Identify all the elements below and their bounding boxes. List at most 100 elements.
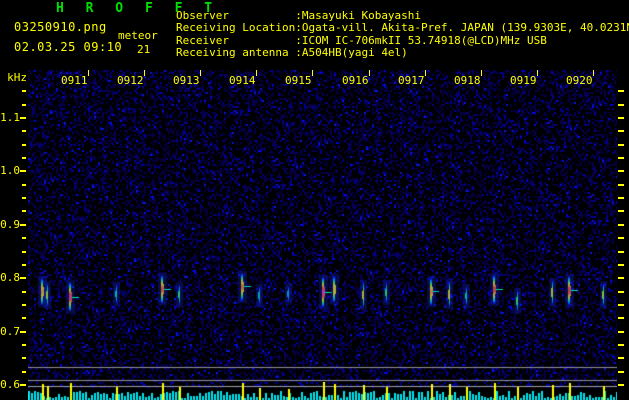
spectrogram-panel: 1.1 1.0 0.9 0.8 0.7 0.6 kHz 0911 0912 0913 0914 09… [0, 70, 629, 400]
metadata-value-location: Ogata-vill. Akita-Pref. JAPAN (139.9303E… [301, 21, 629, 35]
y-axis-tick-minor [22, 157, 26, 160]
metadata-sep-receiver: : [295, 33, 302, 47]
spectrogram-canvas [28, 70, 617, 400]
right-axis-tick [618, 183, 624, 186]
file-name-label: 03250910.png [14, 20, 107, 34]
right-axis-tick [618, 130, 624, 133]
y-axis-tick-minor [22, 197, 26, 200]
right-axis-tick [618, 343, 624, 346]
right-axis-tick [618, 117, 624, 119]
metadata-value-antenna: A504HB(yagi 4el) [301, 46, 408, 60]
metadata-key-observer: Observer [176, 9, 229, 22]
x-axis-label: 0913 [173, 74, 200, 87]
right-axis-tick [618, 210, 624, 213]
metadata-row-receiver: Receiver : ICOM IC-706mkII 53.74918(@LCD… [176, 33, 629, 47]
right-axis-tick [618, 157, 624, 160]
x-axis-label: 0919 [510, 74, 537, 87]
header-panel: H R O F F T 03250910.png 02.03.25 09:10 … [0, 0, 629, 70]
y-axis-tick-minor [22, 303, 26, 306]
y-axis-tick-minor [22, 370, 26, 373]
x-axis-tick [537, 70, 538, 76]
right-axis-tick [618, 197, 624, 200]
x-axis-label: 0916 [342, 74, 369, 87]
meteor-count-label: meteor [118, 29, 158, 42]
x-axis-label: 0914 [229, 74, 256, 87]
y-axis-tick-major [20, 117, 26, 119]
y-axis-tick-minor [22, 143, 26, 146]
x-axis-label: 0918 [454, 74, 481, 87]
y-axis-tick-major [20, 384, 26, 386]
right-axis-tick [618, 290, 624, 293]
x-axis-tick [312, 70, 313, 76]
x-axis-tick [425, 70, 426, 76]
x-axis-tick [256, 70, 257, 76]
y-axis-tick-minor [22, 263, 26, 266]
y-axis-label: 0.7 [0, 324, 20, 338]
x-axis-label: 0920 [566, 74, 593, 87]
right-axis-tick [618, 90, 624, 93]
y-axis-tick-minor [22, 103, 26, 106]
x-axis-tick [144, 70, 145, 76]
y-axis-tick-major [20, 223, 26, 226]
x-axis-label: 0911 [61, 74, 88, 87]
y-axis-tick-major [20, 330, 26, 333]
right-axis-tick [618, 357, 624, 360]
right-axis-tick [618, 250, 624, 253]
metadata-sep-antenna: : [295, 46, 302, 60]
y-axis-tick-major [20, 170, 26, 173]
date-time-label: 02.03.25 09:10 [14, 40, 123, 54]
metadata-value-receiver: ICOM IC-706mkII 53.74918(@LCD)MHz USB [301, 33, 547, 47]
metadata-value-observer: Masayuki Kobayashi [301, 9, 422, 22]
x-axis-label: 0917 [398, 74, 425, 87]
metadata-key-antenna: Receiving antenna [176, 46, 289, 60]
x-axis-tick [369, 70, 370, 76]
y-axis-tick-minor [22, 357, 26, 360]
x-axis-tick [481, 70, 482, 76]
y-axis-tick-minor [22, 317, 26, 320]
y-axis-tick-minor [22, 183, 26, 186]
x-axis-tick [200, 70, 201, 76]
y-axis-label: 0.6 [0, 378, 20, 391]
right-axis-tick [618, 330, 624, 333]
metadata-sep-location: : [295, 21, 302, 35]
y-axis-tick-major [20, 277, 26, 280]
x-axis-label: 0915 [285, 74, 312, 87]
right-axis-tick [618, 103, 624, 106]
right-axis-tick [618, 263, 624, 266]
y-axis-unit-label: kHz [7, 71, 27, 84]
metadata-key-location: Receiving Location [176, 21, 296, 35]
right-axis-tick [618, 317, 624, 320]
meteor-count-value: 21 [137, 43, 151, 56]
y-axis-tick-minor [22, 343, 26, 346]
right-axis-tick [618, 170, 624, 173]
right-axis-tick [618, 223, 624, 226]
spectrogram-plot-area: 0911 0912 0913 0914 0915 0916 0917 0918 0919 0920 [28, 70, 617, 400]
right-axis-tick [618, 277, 624, 280]
y-axis-tick-minor [22, 237, 26, 240]
y-axis-tick-minor [22, 290, 26, 293]
y-axis-label: 1.1 [0, 111, 20, 124]
y-axis-label: 1.0 [0, 164, 20, 178]
right-axis-tick [618, 143, 624, 146]
right-axis-tick [618, 370, 624, 373]
metadata-row-antenna: Receiving antenna : A504HB(yagi 4el) [176, 46, 629, 60]
right-axis-tick [618, 237, 624, 240]
y-axis-tick-minor [22, 210, 26, 213]
x-axis-tick [88, 70, 89, 76]
right-axis-ticks [617, 70, 629, 400]
y-axis-tick-minor [22, 90, 26, 93]
right-axis-tick [618, 384, 624, 386]
x-axis-label: 0912 [117, 74, 144, 87]
metadata-table: Observer : Masayuki Kobayashi Receiving … [176, 9, 629, 60]
y-axis-tick-minor [22, 130, 26, 133]
y-axis-tick-minor [22, 250, 26, 253]
y-axis-label: 0.9 [0, 217, 20, 231]
y-axis-label: 0.8 [0, 271, 20, 285]
x-axis-tick [593, 70, 594, 76]
metadata-row-observer: Observer : Masayuki Kobayashi [176, 9, 629, 22]
y-axis: 1.1 1.0 0.9 0.8 0.7 0.6 kHz [0, 70, 28, 400]
signal-level-strip [28, 382, 617, 400]
metadata-sep-observer: : [295, 9, 302, 22]
app-title: H R O F F T [56, 1, 220, 16]
